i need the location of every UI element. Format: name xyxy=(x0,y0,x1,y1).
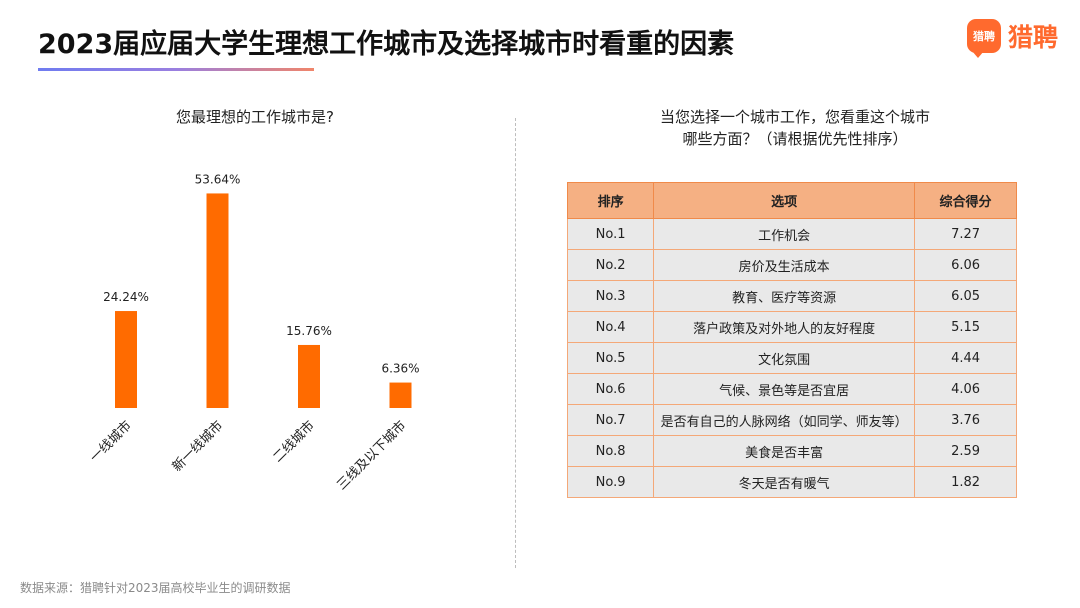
header-score: 综合得分 xyxy=(914,182,1017,219)
category-label-0: 一线城市 xyxy=(87,418,135,466)
table-row: No.3 教育、医疗等资源 6.05 xyxy=(566,280,1017,312)
bar-2 xyxy=(298,344,320,408)
rank-cell: No.7 xyxy=(566,404,655,436)
rank-cell: No.6 xyxy=(566,373,655,405)
score-cell: 2.59 xyxy=(914,435,1017,467)
option-cell: 落户政策及对外地人的友好程度 xyxy=(653,311,916,343)
table-row: No.1 工作机会 7.27 xyxy=(566,218,1017,250)
score-cell: 5.15 xyxy=(914,311,1017,343)
score-cell: 3.76 xyxy=(914,404,1017,436)
rank-cell: No.1 xyxy=(566,218,655,250)
chart-question: 您最理想的工作城市是? xyxy=(176,108,334,126)
value-label-1: 53.64% xyxy=(195,172,241,186)
option-cell: 是否有自己的人脉网络（如同学、师友等） xyxy=(653,404,916,436)
table-question: 当您选择一个城市工作，您看重这个城市 哪些方面？（请根据优先性排序） xyxy=(570,106,1020,150)
bar-1 xyxy=(206,193,229,408)
score-cell: 7.27 xyxy=(914,218,1017,250)
rank-cell: No.9 xyxy=(566,466,655,498)
bar-0 xyxy=(115,311,137,408)
section-divider xyxy=(515,118,516,568)
rank-cell: No.5 xyxy=(566,342,655,374)
liepin-logo-icon: 猎聘 xyxy=(966,19,1001,58)
rank-cell: No.8 xyxy=(566,435,655,467)
score-cell: 1.82 xyxy=(914,466,1017,498)
option-cell: 工作机会 xyxy=(653,218,916,250)
rank-cell: No.4 xyxy=(566,311,655,343)
score-cell: 4.06 xyxy=(914,373,1017,405)
table-row: No.9 冬天是否有暖气 1.82 xyxy=(566,466,1017,498)
bar-3 xyxy=(389,382,412,408)
table-header-row: 排序 选项 综合得分 xyxy=(566,182,1017,219)
option-cell: 房价及生活成本 xyxy=(653,249,916,281)
table-row: No.8 美食是否丰富 2.59 xyxy=(566,435,1017,467)
header-option: 选项 xyxy=(653,182,916,219)
score-cell: 6.05 xyxy=(914,280,1017,312)
factor-ranking-table: 排序 选项 综合得分 No.1 工作机会 7.27 No.2 房价及生活成本 6… xyxy=(566,182,1017,498)
rank-cell: No.2 xyxy=(566,249,655,281)
option-cell: 文化氛围 xyxy=(653,342,916,374)
score-cell: 4.44 xyxy=(914,342,1017,374)
table-row: No.4 落户政策及对外地人的友好程度 5.15 xyxy=(566,311,1017,343)
table-row: No.7 是否有自己的人脉网络（如同学、师友等） 3.76 xyxy=(566,404,1017,436)
category-label-1: 新一线城市 xyxy=(169,418,226,475)
table-row: No.5 文化氛围 4.44 xyxy=(566,342,1017,374)
value-label-3: 6.36% xyxy=(381,362,419,376)
header-rank: 排序 xyxy=(566,182,655,219)
option-cell: 教育、医疗等资源 xyxy=(653,280,916,312)
title-underline xyxy=(38,68,314,71)
liepin-logo: 猎聘 猎聘 xyxy=(966,18,1058,58)
rank-cell: No.3 xyxy=(566,280,655,312)
option-cell: 美食是否丰富 xyxy=(653,435,916,467)
logo-text: 猎聘 xyxy=(1007,23,1058,52)
table-row: No.6 气候、景色等是否宜居 4.06 xyxy=(566,373,1017,405)
logo-mark-text: 猎聘 xyxy=(972,30,995,43)
table-question-line2: 哪些方面？（请根据优先性排序） xyxy=(682,130,908,148)
option-cell: 气候、景色等是否宜居 xyxy=(653,373,916,405)
value-label-0: 24.24% xyxy=(103,290,149,304)
category-label-2: 二线城市 xyxy=(270,418,318,466)
table-row: No.2 房价及生活成本 6.06 xyxy=(566,249,1017,281)
option-cell: 冬天是否有暖气 xyxy=(653,466,916,498)
data-source-note: 数据来源：猎聘针对2023届高校毕业生的调研数据 xyxy=(20,581,291,595)
score-cell: 6.06 xyxy=(914,249,1017,281)
table-question-line1: 当您选择一个城市工作，您看重这个城市 xyxy=(659,108,930,126)
value-label-2: 15.76% xyxy=(286,324,332,338)
page-title: 2023届应届大学生理想工作城市及选择城市时看重的因素 xyxy=(38,29,735,60)
ideal-city-bar-chart: 24.24% 一线城市 53.64% 新一线城市 15.76% 二线城市 6.36% 三线及以… xyxy=(87,172,420,494)
category-label-3: 三线及以下城市 xyxy=(334,418,410,494)
